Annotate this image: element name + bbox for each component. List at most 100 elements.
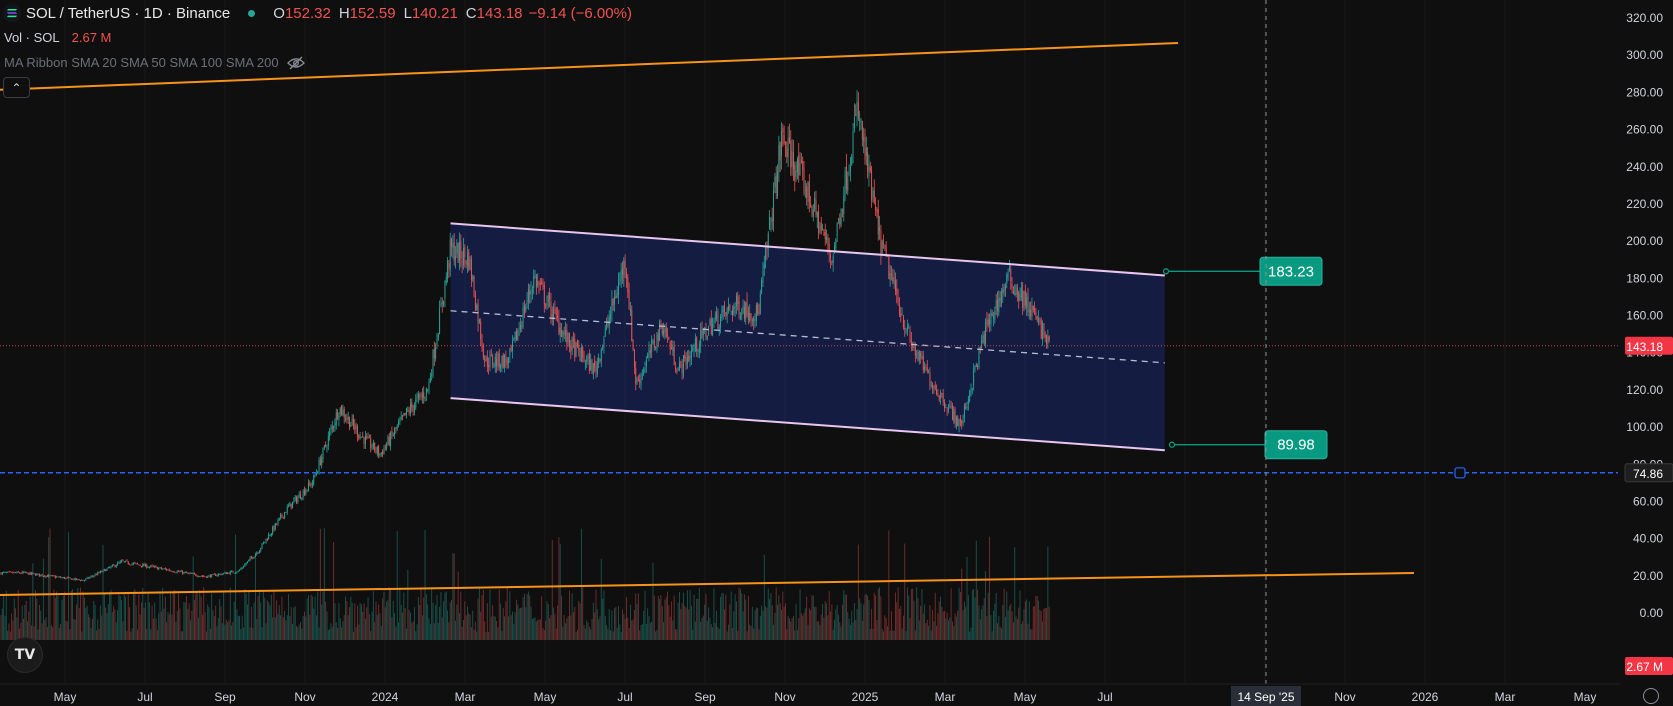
volume-bar xyxy=(1014,547,1016,640)
volume-bar xyxy=(329,628,331,640)
volume-bar xyxy=(989,536,991,640)
candle-body xyxy=(337,411,339,420)
volume-bar xyxy=(759,615,761,640)
volume-bar xyxy=(498,589,500,640)
channel-lower-line[interactable] xyxy=(450,397,1165,452)
volume-bar xyxy=(114,609,116,640)
candle-body xyxy=(367,436,369,438)
candle-body xyxy=(729,304,731,310)
candle-body xyxy=(607,322,609,325)
upper-trendline[interactable] xyxy=(0,42,1179,95)
volume-bar xyxy=(188,603,190,640)
channel-upper-line[interactable] xyxy=(450,222,1165,277)
candle-body xyxy=(429,377,431,382)
candle-body xyxy=(24,571,26,573)
volume-bar xyxy=(855,620,857,640)
candle-body xyxy=(594,360,596,368)
candle-body xyxy=(529,291,531,295)
gear-icon[interactable] xyxy=(1643,688,1659,704)
candle-body xyxy=(7,571,9,573)
candle-body xyxy=(664,328,666,333)
candle-body xyxy=(975,364,977,367)
volume-legend[interactable]: Vol · SOL 2.67 M xyxy=(4,30,111,45)
candle-body xyxy=(906,326,908,332)
channel-middle-line[interactable] xyxy=(450,310,1165,364)
candle-body xyxy=(264,541,266,543)
candle-body xyxy=(758,311,760,315)
candle-body xyxy=(1048,336,1050,341)
volume-bar xyxy=(629,604,631,640)
candle-body xyxy=(832,256,834,263)
symbol-title[interactable]: SOL / TetherUS · 1D · Binance xyxy=(26,4,231,22)
candle-body xyxy=(777,171,778,197)
volume-bar xyxy=(1023,609,1025,640)
volume-bar xyxy=(243,627,244,640)
candle-body xyxy=(284,512,286,518)
volume-bar xyxy=(529,595,531,640)
volume-bar xyxy=(232,621,234,640)
candle-body xyxy=(681,363,683,374)
horizontal-line-handle[interactable] xyxy=(1454,467,1466,479)
candle-body xyxy=(622,268,623,275)
candle-body xyxy=(999,297,1001,302)
candle-body xyxy=(924,366,926,372)
eye-off-icon[interactable] xyxy=(286,56,305,70)
candle-body xyxy=(182,571,184,574)
volume-bar xyxy=(142,587,144,640)
ma-ribbon-label: MA Ribbon SMA 20 SMA 50 SMA 100 SMA 200 xyxy=(4,55,279,70)
volume-bar xyxy=(559,543,561,640)
time-axis[interactable]: May Jul Sep Nov 2024 Mar May Jul Sep Nov 2025 Mar Ma… xyxy=(0,683,1620,706)
ma-ribbon-legend[interactable]: MA Ribbon SMA 20 SMA 50 SMA 100 SMA 200 xyxy=(4,55,305,70)
candle-body xyxy=(620,270,622,281)
volume-bar xyxy=(804,608,806,640)
volume-bar xyxy=(967,595,969,640)
volume-bar xyxy=(635,593,637,640)
candle-body xyxy=(808,182,810,202)
candle-body xyxy=(428,381,430,392)
volume-bar xyxy=(40,610,42,640)
candle-body xyxy=(38,573,40,576)
volume-bar xyxy=(506,587,508,640)
lower-trendline[interactable] xyxy=(0,571,1414,597)
candle-body xyxy=(4,572,6,573)
volume-bar xyxy=(305,616,307,640)
candle-body xyxy=(146,564,148,568)
candle-body xyxy=(235,572,237,574)
price-axis[interactable]: 320.00300.00280.00260.00240.00220.00200.… xyxy=(1620,0,1673,706)
candle-body xyxy=(847,176,849,191)
candle-body xyxy=(261,543,263,549)
volume-bar xyxy=(875,595,877,640)
candle-body xyxy=(663,330,665,335)
candle-body xyxy=(19,572,21,574)
upper-target-badge[interactable] xyxy=(1259,256,1323,286)
volume-bar xyxy=(493,616,495,640)
volume-bar xyxy=(738,587,740,640)
volume-bar xyxy=(924,604,926,640)
volume-bar xyxy=(167,611,169,640)
candle-body xyxy=(619,279,621,281)
volume-bar xyxy=(252,627,254,640)
collapse-legend-button[interactable]: ⌃ xyxy=(3,77,30,98)
candle-body xyxy=(714,316,716,320)
candle-body xyxy=(273,526,275,530)
candle-body xyxy=(469,257,471,271)
candle-body xyxy=(929,373,931,386)
volume-bar xyxy=(926,619,928,640)
lower-target-badge[interactable] xyxy=(1264,430,1328,460)
tradingview-logo-icon[interactable]: TV xyxy=(7,637,43,673)
candle-body xyxy=(995,300,997,309)
volume-bar xyxy=(69,629,71,640)
low-value: 140.21 xyxy=(411,4,458,22)
candle-body xyxy=(818,211,820,233)
candle-body xyxy=(223,573,225,575)
candle-body xyxy=(1031,305,1033,317)
candle-body xyxy=(72,578,74,580)
volume-bar xyxy=(708,607,710,640)
volume-bar xyxy=(796,630,798,640)
volume-bar xyxy=(111,611,113,640)
candle-body xyxy=(885,245,887,257)
volume-bar xyxy=(743,594,745,640)
volume-bar xyxy=(368,614,370,640)
candle-body xyxy=(961,420,963,425)
